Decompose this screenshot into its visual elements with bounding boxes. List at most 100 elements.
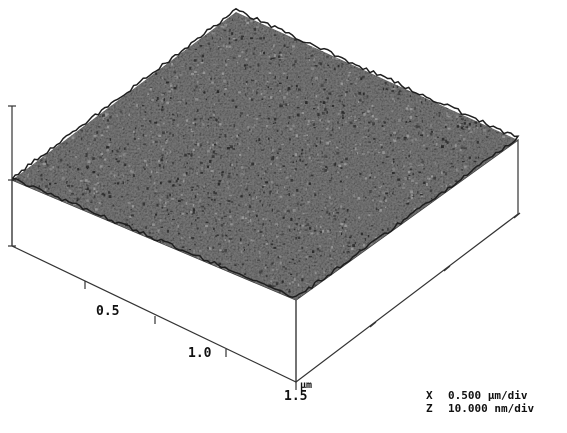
surface-speckle xyxy=(86,199,89,203)
surface-speckle xyxy=(288,116,291,119)
surface-speckle xyxy=(228,45,232,48)
surface-speckle xyxy=(396,97,400,100)
surface-speckle xyxy=(397,91,401,94)
surface-speckle xyxy=(106,126,109,129)
surface-speckle xyxy=(307,144,309,146)
surface-speckle xyxy=(341,232,342,236)
surface-speckle xyxy=(107,165,110,167)
surface-speckle xyxy=(199,83,202,85)
surface-speckle xyxy=(254,229,256,231)
surface-speckle xyxy=(79,179,83,182)
surface-speckle xyxy=(169,97,172,99)
surface-speckle xyxy=(312,123,315,127)
surface-speckle xyxy=(261,50,264,54)
surface-speckle xyxy=(502,135,505,139)
surface-speckle xyxy=(295,236,298,240)
surface-speckle xyxy=(347,74,350,77)
surface-speckle xyxy=(191,237,195,239)
surface-speckle xyxy=(327,120,330,123)
surface-speckle xyxy=(180,236,183,239)
surface-speckle xyxy=(385,155,389,158)
surface-speckle xyxy=(164,83,167,85)
surface-speckle xyxy=(269,191,271,195)
surface-speckle xyxy=(37,165,41,167)
surface-speckle xyxy=(236,174,239,176)
surface-speckle xyxy=(333,215,336,217)
surface-speckle xyxy=(144,168,146,170)
surface-speckle xyxy=(392,85,394,88)
surface-speckle xyxy=(359,143,362,146)
surface-speckle xyxy=(290,218,293,221)
surface-speckle xyxy=(175,85,178,87)
surface-speckle xyxy=(296,189,299,192)
surface-speckle xyxy=(475,156,477,160)
surface-speckle xyxy=(357,100,360,103)
surface-speckle xyxy=(458,140,462,142)
surface-speckle xyxy=(341,65,343,69)
surface-speckle xyxy=(383,127,385,131)
surface-speckle xyxy=(142,191,145,193)
surface-speckle xyxy=(218,180,221,183)
surface-speckle xyxy=(336,58,339,60)
surface-speckle xyxy=(219,123,222,126)
surface-speckle xyxy=(318,61,321,64)
surface-speckle xyxy=(209,146,211,150)
surface-speckle xyxy=(257,259,260,261)
surface-speckle xyxy=(309,227,312,230)
surface-speckle xyxy=(162,97,164,99)
surface-speckle xyxy=(192,204,195,207)
surface-speckle xyxy=(97,126,101,128)
surface-speckle xyxy=(351,247,354,251)
surface-speckle xyxy=(289,138,291,141)
surface-speckle xyxy=(368,214,371,217)
surface-speckle xyxy=(201,54,204,58)
surface-speckle xyxy=(113,168,115,170)
surface-speckle xyxy=(415,182,418,185)
surface-speckle xyxy=(59,158,63,162)
surface-speckle xyxy=(223,44,225,47)
surface-speckle xyxy=(462,128,464,131)
surface-speckle xyxy=(295,160,297,162)
surface-speckle xyxy=(207,197,211,199)
surface-speckle xyxy=(121,127,124,129)
surface-speckle xyxy=(478,146,481,148)
surface-speckle xyxy=(199,143,202,147)
surface-speckle xyxy=(259,256,262,258)
surface-speckle xyxy=(416,146,418,149)
surface-speckle xyxy=(143,117,146,121)
surface-speckle xyxy=(281,233,284,236)
surface-speckle xyxy=(290,178,294,182)
surface-speckle xyxy=(297,283,300,287)
surface-speckle xyxy=(446,141,449,145)
surface-speckle xyxy=(476,140,479,144)
surface-speckle xyxy=(221,217,223,219)
surface-speckle xyxy=(240,184,242,186)
surface-speckle xyxy=(150,130,153,132)
surface-speckle xyxy=(194,243,197,245)
surface-speckle xyxy=(48,188,50,190)
surface-speckle xyxy=(298,228,300,231)
surface-speckle xyxy=(38,185,40,188)
surface-speckle xyxy=(299,158,302,162)
surface-speckle xyxy=(459,123,461,126)
surface-speckle xyxy=(236,61,239,64)
surface-speckle xyxy=(205,98,207,101)
surface-speckle xyxy=(255,117,258,120)
surface-speckle xyxy=(252,52,255,55)
surface-speckle xyxy=(393,162,395,164)
surface-speckle xyxy=(297,230,300,232)
surface-speckle xyxy=(291,258,295,261)
surface-speckle xyxy=(246,64,248,66)
surface-speckle xyxy=(197,143,200,146)
surface-speckle xyxy=(256,214,258,218)
tick-label-1-5: 1.5 xyxy=(284,389,307,404)
surface-speckle xyxy=(339,180,342,183)
surface-speckle xyxy=(193,59,197,62)
surface-speckle xyxy=(182,179,185,183)
surface-speckle xyxy=(345,257,347,260)
surface-speckle xyxy=(207,42,211,45)
surface-speckle xyxy=(286,89,290,92)
surface-speckle xyxy=(288,291,291,293)
surface-speckle xyxy=(457,160,459,162)
surface-speckle xyxy=(81,173,83,175)
